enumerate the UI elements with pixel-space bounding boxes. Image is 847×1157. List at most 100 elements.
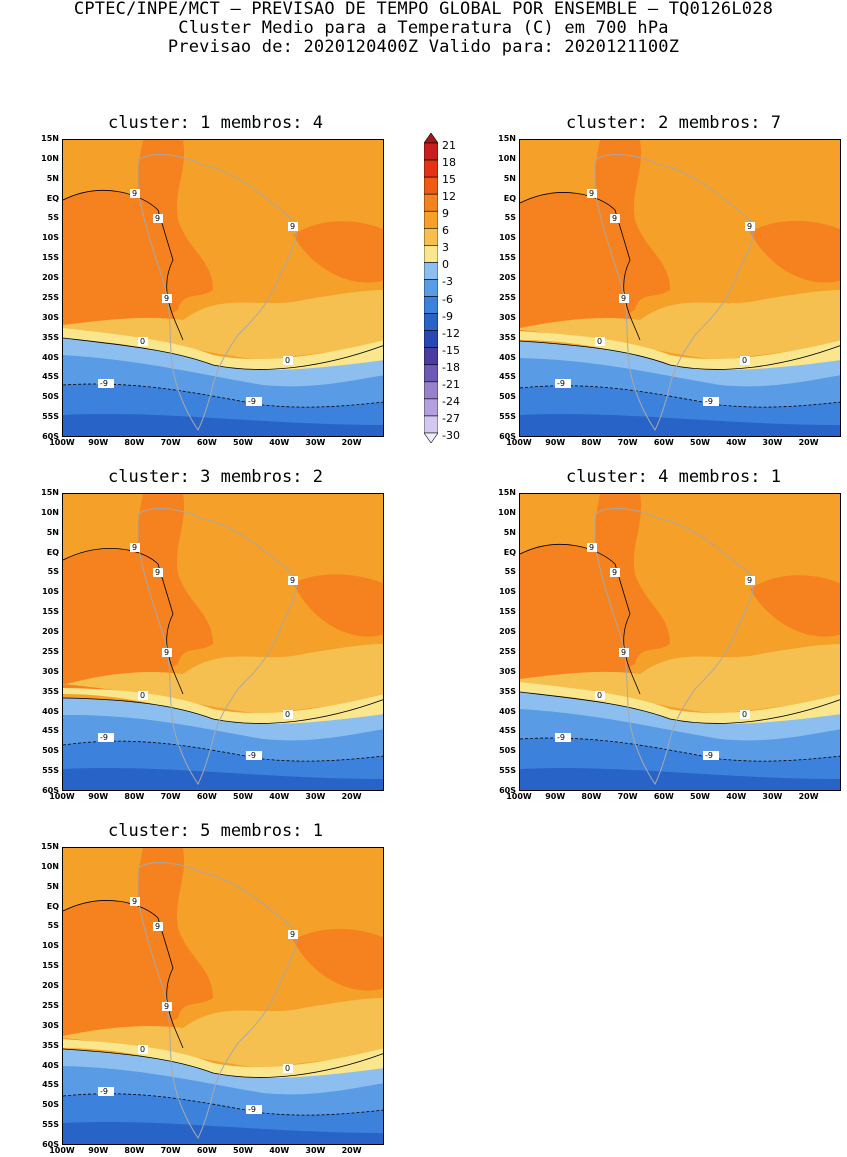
- contour-line-9: [63, 548, 184, 695]
- contour-label-text: -9: [100, 733, 108, 742]
- latitude-tick-label: 50S: [42, 746, 59, 756]
- contour-label: 0: [138, 691, 148, 700]
- contour-label-text: -9: [248, 1105, 256, 1114]
- legend-label: -15: [442, 343, 460, 357]
- contour-label-text: 9: [164, 294, 169, 303]
- latitude-tick-label: 60S: [42, 1140, 59, 1149]
- panel-title: cluster: 3 membros: 2: [108, 467, 323, 487]
- panel-title: cluster: 5 membros: 1: [108, 821, 323, 841]
- contour-label-text: 0: [742, 710, 747, 719]
- legend-label: 15: [442, 173, 456, 187]
- latitude-tick-label: 10N: [498, 153, 516, 163]
- temp-band-minus-12: [63, 1122, 383, 1144]
- latitude-tick-label: 15S: [42, 607, 59, 617]
- temp-band-minus-12: [63, 768, 383, 790]
- contour-label: 0: [283, 710, 293, 719]
- longitude-tick-label: 60W: [196, 1146, 217, 1155]
- contour-label-text: 0: [285, 1064, 290, 1073]
- contour-line-zero: [520, 691, 840, 724]
- legend-label: -27: [442, 411, 460, 425]
- latitude-tick-label: 30S: [499, 666, 516, 676]
- latitude-tick-label: 50S: [499, 392, 516, 402]
- contour-label-text: -9: [248, 751, 256, 760]
- temp-band-3: [63, 290, 383, 360]
- contour-line-zero: [63, 697, 383, 724]
- contour-label: 9: [610, 214, 620, 223]
- latitude-tick-label: 15S: [499, 253, 516, 263]
- latitude-tick-label: 5S: [504, 567, 516, 577]
- longitude-tick-label: 80W: [124, 1146, 145, 1155]
- latitude-tick-label: 10N: [41, 507, 59, 517]
- latitude-tick-label: 20S: [42, 981, 59, 991]
- contour-label-text: 9: [155, 214, 160, 223]
- longitude-tick-label: 40W: [269, 792, 290, 801]
- map-panel: 9 9 9 9 0 0 -9 -9: [62, 139, 384, 437]
- contour-label-text: 0: [597, 337, 602, 346]
- latitude-tick-label: 40S: [499, 352, 516, 362]
- latitude-tick-label: 35S: [42, 686, 59, 696]
- contour-label: 0: [138, 337, 148, 346]
- legend-label: -24: [442, 394, 460, 408]
- contour-label: 0: [138, 1045, 148, 1054]
- legend-swatch: [424, 227, 438, 246]
- panel-title: cluster: 1 membros: 4: [108, 113, 323, 133]
- latitude-tick-label: 40S: [499, 706, 516, 716]
- legend-label: 3: [442, 241, 449, 255]
- longitude-tick-label: 80W: [581, 792, 602, 801]
- legend-label: -18: [442, 360, 460, 374]
- latitude-tick-label: 15S: [42, 961, 59, 971]
- legend-label: -6: [442, 292, 453, 306]
- contour-label-text: -9: [557, 733, 565, 742]
- temp-band-3: [520, 290, 840, 360]
- continent-outline: [137, 154, 297, 431]
- latitude-tick-label: 55S: [42, 1120, 59, 1130]
- latitude-tick-label: 15N: [41, 842, 59, 851]
- longitude-tick-label: 80W: [581, 438, 602, 447]
- longitude-tick-label: 40W: [726, 438, 747, 447]
- contour-label: 9: [130, 189, 140, 198]
- longitude-tick-label: 90W: [545, 438, 566, 447]
- temp-band-minus-12: [520, 768, 840, 790]
- contour-line-zero: [520, 340, 840, 370]
- contour-label: -9: [98, 1087, 114, 1096]
- legend-label: 21: [442, 139, 456, 152]
- longitude-tick-label: 50W: [690, 438, 710, 447]
- legend-label: -9: [442, 309, 453, 323]
- longitude-tick-label: 70W: [617, 438, 638, 447]
- contour-label-text: 0: [285, 710, 290, 719]
- continent-outline: [594, 154, 754, 431]
- latitude-tick-label: 30S: [42, 312, 59, 322]
- contour-line-9: [63, 189, 184, 341]
- temp-band-3: [520, 644, 840, 714]
- longitude-tick-label: 70W: [160, 438, 181, 447]
- contour-label: 9: [153, 922, 163, 931]
- contour-label: -9: [246, 1105, 262, 1114]
- latitude-tick-label: 45S: [499, 372, 516, 382]
- latitude-tick-label: 45S: [42, 726, 59, 736]
- legend-label: 6: [442, 224, 449, 238]
- contour-label-text: 9: [290, 576, 295, 585]
- latitude-tick-label: 30S: [42, 666, 59, 676]
- legend-swatch: [424, 381, 438, 400]
- longitude-tick-label: 60W: [653, 792, 674, 801]
- latitude-tick-label: 50S: [42, 392, 59, 402]
- contour-line-zero: [63, 1048, 383, 1078]
- latitude-tick-label: 60S: [42, 786, 59, 795]
- latitude-tick-label: 55S: [499, 766, 516, 776]
- legend-swatch: [424, 415, 438, 434]
- longitude-tick-label: 70W: [160, 1146, 181, 1155]
- latitude-tick-label: 15N: [498, 134, 516, 143]
- contour-label: 0: [740, 356, 750, 365]
- panel-title: cluster: 2 membros: 7: [566, 113, 781, 133]
- latitude-tick-label: 50S: [499, 746, 516, 756]
- andes-warm-region: [137, 140, 213, 315]
- longitude-tick-label: 50W: [233, 438, 253, 447]
- contour-label: 9: [288, 222, 298, 231]
- contour-label: 9: [162, 648, 172, 657]
- contour-label-text: 0: [285, 356, 290, 365]
- latitude-tick-label: 10S: [499, 587, 516, 597]
- header-line-1: CPTEC/INPE/MCT – PREVISAO DE TEMPO GLOBA…: [73, 0, 774, 19]
- longitude-tick-label: 30W: [305, 1146, 326, 1155]
- longitude-tick-label: 80W: [124, 792, 145, 801]
- map-header: CPTEC/INPE/MCT – PREVISAO DE TEMPO GLOBA…: [0, 0, 847, 57]
